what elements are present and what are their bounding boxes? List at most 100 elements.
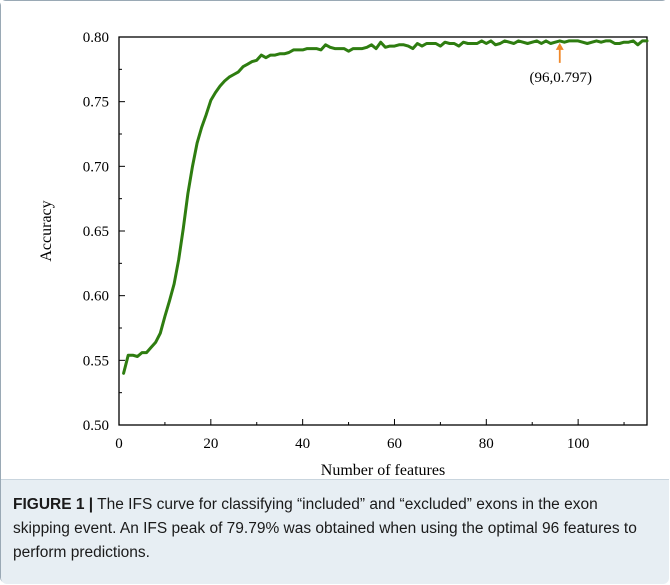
data-point (572, 40, 575, 42)
data-point (196, 142, 198, 144)
data-point (503, 40, 506, 42)
accuracy-series-line (122, 39, 649, 375)
data-point (131, 354, 134, 356)
data-point (283, 53, 286, 55)
data-point (297, 49, 299, 51)
data-point (618, 42, 621, 45)
data-point (338, 47, 341, 50)
data-point (604, 40, 607, 42)
y-tick-label: 0.75 (83, 95, 109, 111)
data-point (375, 47, 377, 50)
data-point (641, 40, 644, 42)
data-point (191, 165, 194, 168)
caption-text: The IFS curve for classifying “included”… (13, 496, 637, 561)
y-tick-label: 0.60 (83, 289, 109, 305)
data-point (278, 53, 281, 55)
ifs-line-chart: 0.50 0.55 0.60 0.65 0.70 0.75 0.80 0 20 40 60 80 100… (38, 30, 649, 479)
data-point (154, 341, 157, 344)
data-point (416, 42, 419, 45)
data-point (320, 49, 322, 51)
data-point (370, 43, 373, 46)
data-point (177, 258, 180, 261)
data-point (591, 41, 593, 43)
data-point (255, 59, 258, 62)
x-tick-label: 100 (567, 436, 590, 452)
data-point (159, 332, 162, 334)
data-point (485, 42, 488, 45)
data-point (393, 45, 396, 47)
data-point (522, 41, 524, 43)
data-point (531, 41, 534, 43)
data-point (168, 300, 171, 302)
data-point (122, 372, 125, 375)
data-point (187, 192, 189, 195)
data-point (379, 41, 382, 43)
y-axis-label: Accuracy (38, 200, 55, 261)
data-point (425, 42, 428, 45)
data-point (646, 40, 648, 42)
data-point (311, 47, 313, 50)
data-point (237, 71, 240, 73)
data-point (150, 346, 152, 349)
data-point (173, 283, 175, 285)
x-tick-label: 80 (479, 436, 494, 452)
data-point (288, 51, 290, 54)
y-tick-label: 0.50 (83, 418, 109, 434)
data-point (210, 99, 212, 102)
data-point (265, 56, 267, 59)
data-point (494, 43, 497, 46)
data-point (242, 65, 244, 68)
data-point (347, 50, 350, 53)
y-tick-label: 0.80 (83, 30, 109, 46)
data-point (513, 42, 515, 45)
data-point (627, 41, 630, 43)
data-point (274, 54, 276, 56)
data-point (269, 54, 272, 56)
data-point (343, 47, 345, 50)
data-point (223, 80, 226, 82)
data-point (471, 42, 474, 45)
data-point (141, 351, 143, 354)
data-point (549, 42, 552, 45)
data-point (384, 46, 387, 49)
x-tick-label: 40 (295, 436, 310, 452)
data-point (545, 40, 547, 42)
data-point (614, 42, 616, 45)
data-point (430, 42, 433, 45)
data-point (444, 41, 446, 43)
data-point (517, 40, 520, 42)
data-point (563, 41, 566, 43)
data-point (361, 47, 364, 50)
data-point (439, 45, 442, 47)
data-point (453, 42, 455, 45)
data-point (623, 41, 625, 43)
x-tick-label: 60 (387, 436, 402, 452)
data-point (540, 42, 543, 45)
figure-caption: FIGURE 1 | The IFS curve for classifying… (1, 479, 669, 584)
data-point (476, 42, 478, 45)
data-point (260, 54, 263, 56)
x-tick-label: 0 (115, 436, 123, 452)
data-point (145, 351, 148, 354)
data-point (490, 40, 492, 42)
plot-panel: 0.50 0.55 0.60 0.65 0.70 0.75 0.80 0 20 40 60 80 100… (1, 1, 669, 479)
data-point (554, 41, 556, 43)
data-point (136, 355, 139, 358)
data-point (228, 76, 230, 78)
data-point (200, 126, 203, 129)
data-point (412, 47, 414, 50)
data-point (356, 47, 359, 50)
data-point (637, 43, 639, 46)
data-point (508, 41, 511, 43)
data-point (407, 45, 410, 47)
data-point (127, 354, 129, 356)
data-point (586, 42, 589, 45)
data-point (251, 60, 253, 63)
data-point (536, 40, 538, 42)
data-point (246, 63, 249, 65)
data-point (467, 42, 469, 45)
data-point (480, 40, 483, 42)
data-point (366, 46, 368, 49)
data-point (389, 45, 391, 47)
data-point (558, 40, 561, 42)
